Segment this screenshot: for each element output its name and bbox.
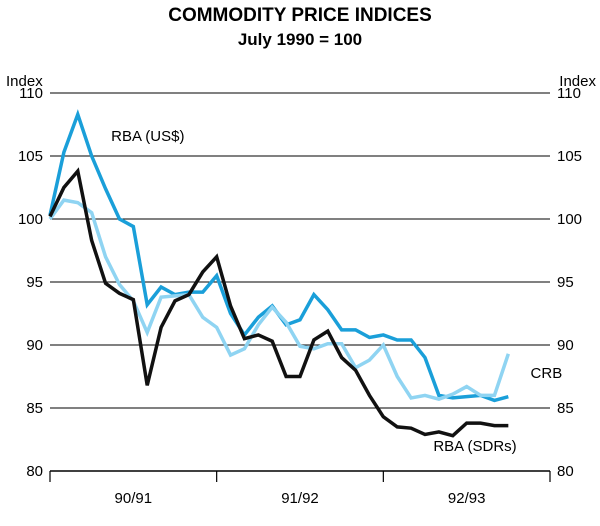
series-label-rba-sdrs: RBA (SDRs) <box>433 438 516 455</box>
y-tick-right-80: 80 <box>557 463 574 480</box>
series-label-crb: CRB <box>531 365 563 382</box>
y-tick-left-95: 95 <box>26 274 43 291</box>
y-tick-left-110: 110 <box>19 85 43 102</box>
x-category-label-92-93: 92/93 <box>448 490 486 507</box>
series-label-rba-us: RBA (US$) <box>111 128 184 145</box>
x-category-label-90-91: 90/91 <box>115 490 153 507</box>
y-tick-right-105: 105 <box>557 148 582 165</box>
y-tick-left-90: 90 <box>26 337 43 354</box>
y-tick-right-85: 85 <box>557 400 574 417</box>
y-tick-right-95: 95 <box>557 274 574 291</box>
grid-lines <box>50 92 550 409</box>
y-tick-left-85: 85 <box>26 400 43 417</box>
y-axis-label-right: Index <box>559 73 596 90</box>
chart-title: COMMODITY PRICE INDICES <box>168 5 432 26</box>
y-axis-label-left: Index <box>6 73 43 90</box>
y-tick-right-100: 100 <box>557 211 582 228</box>
y-tick-right-90: 90 <box>557 337 574 354</box>
y-tick-left-100: 100 <box>18 211 43 228</box>
y-tick-left-105: 105 <box>18 148 43 165</box>
chart-subtitle: July 1990 = 100 <box>238 30 362 49</box>
series-lines <box>48 109 510 438</box>
y-tick-left-80: 80 <box>26 463 43 480</box>
series-line-crb <box>48 198 510 402</box>
x-category-label-91-92: 91/92 <box>281 490 319 507</box>
y-tick-right-110: 110 <box>557 85 581 102</box>
tick-labels: 80 80 85 85 90 90 95 95 100 100 105 105 110 110 90/91 9… <box>18 85 582 507</box>
axes <box>49 470 551 482</box>
series-labels: RBA (US$) CRB RBA (SDRs) <box>111 128 562 455</box>
series-line-rba-sdrs <box>48 167 509 438</box>
